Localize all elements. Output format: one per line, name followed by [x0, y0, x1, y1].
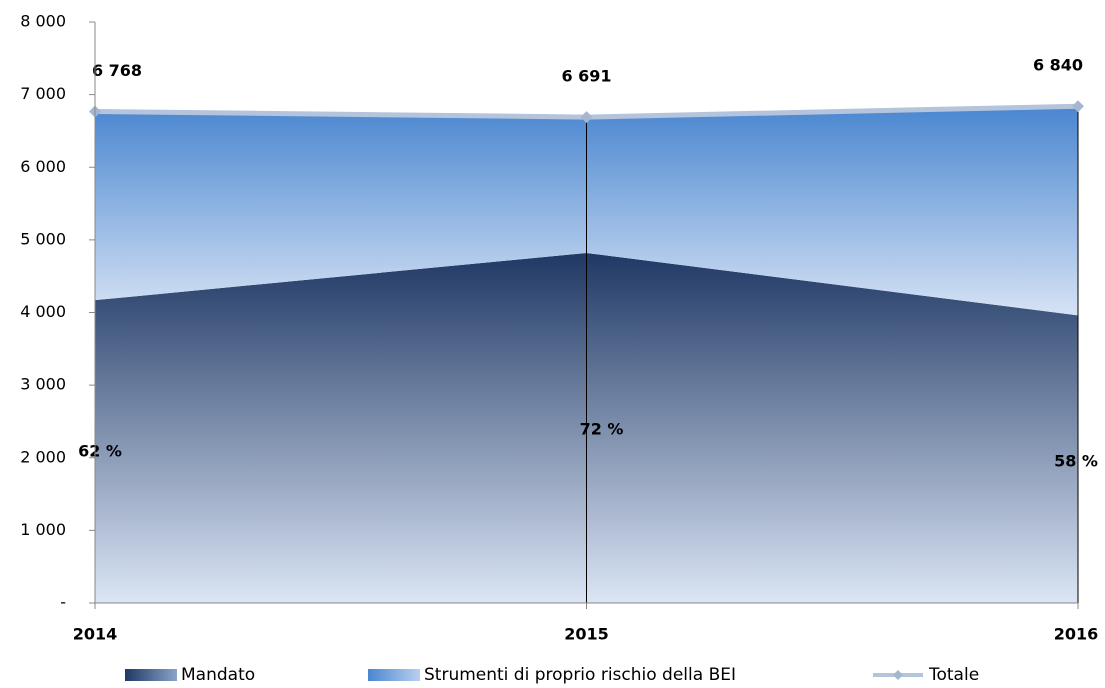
annotation: 72 %: [580, 420, 624, 439]
x-tick-label: 2015: [564, 625, 609, 644]
legend-label: Strumenti di proprio rischio della BEI: [424, 665, 736, 684]
annotation: 58 %: [1054, 452, 1098, 471]
legend-swatch: [125, 669, 177, 681]
marker: [1072, 100, 1084, 113]
x-tick-label: 2016: [1054, 625, 1099, 644]
x-tick-label: 2014: [73, 625, 118, 644]
y-tick-label: 7 000: [20, 84, 66, 103]
legend-label: Mandato: [181, 665, 255, 684]
annotation: 62 %: [78, 442, 122, 461]
legend-label: Totale: [928, 665, 979, 684]
y-tick-label: 3 000: [20, 375, 66, 394]
y-tick-label: 1 000: [20, 520, 66, 539]
marker: [580, 111, 593, 124]
y-tick-label: -: [60, 593, 66, 612]
data-label: 6 691: [561, 67, 611, 86]
y-tick-label: 5 000: [20, 229, 66, 248]
legend-marker: [893, 670, 903, 680]
data-label: 6 768: [92, 61, 142, 80]
data-label: 6 840: [1033, 56, 1083, 75]
y-tick-label: 2 000: [20, 447, 66, 466]
y-tick-label: 8 000: [20, 12, 66, 31]
y-tick-label: 6 000: [20, 157, 66, 176]
legend-swatch: [368, 669, 420, 681]
y-tick-label: 4 000: [20, 302, 66, 321]
